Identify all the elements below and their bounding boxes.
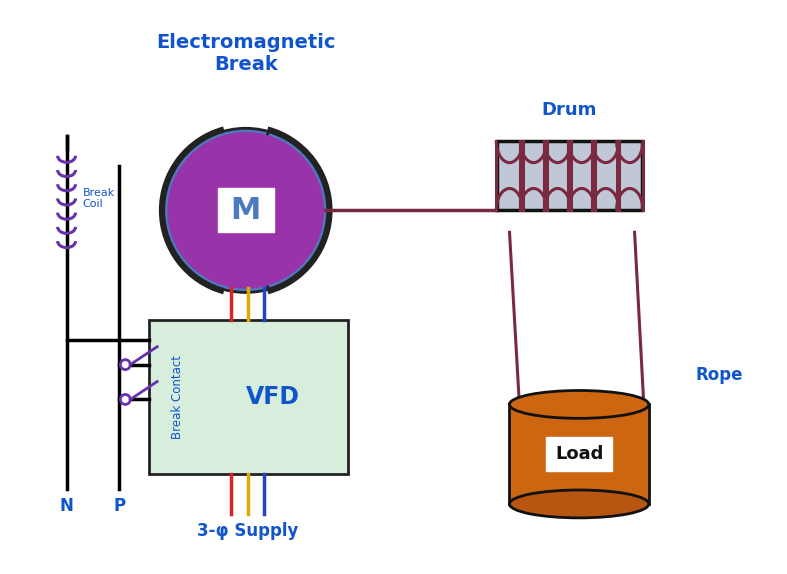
Text: N: N (60, 497, 73, 515)
Text: Drum: Drum (541, 101, 597, 119)
Bar (497, 141, 641, 211)
Text: Electromagnetic
Break: Electromagnetic Break (156, 33, 335, 74)
Circle shape (168, 133, 323, 288)
Bar (218, 188, 274, 232)
Text: Break
Coil: Break Coil (83, 188, 115, 210)
Bar (509, 405, 648, 504)
Text: Rope: Rope (696, 366, 743, 383)
Text: Load: Load (555, 445, 604, 463)
Text: 3-φ Supply: 3-φ Supply (197, 522, 298, 540)
Ellipse shape (509, 490, 648, 518)
FancyBboxPatch shape (241, 165, 256, 255)
Text: VFD: VFD (246, 385, 300, 409)
Ellipse shape (509, 390, 648, 418)
Text: Break Contact: Break Contact (171, 355, 183, 439)
FancyBboxPatch shape (236, 165, 251, 255)
Circle shape (120, 360, 131, 370)
Bar (150, 320, 348, 474)
Ellipse shape (164, 128, 328, 293)
Circle shape (120, 394, 131, 405)
Text: P: P (113, 497, 125, 515)
Bar (546, 437, 612, 471)
Text: M: M (231, 196, 261, 225)
